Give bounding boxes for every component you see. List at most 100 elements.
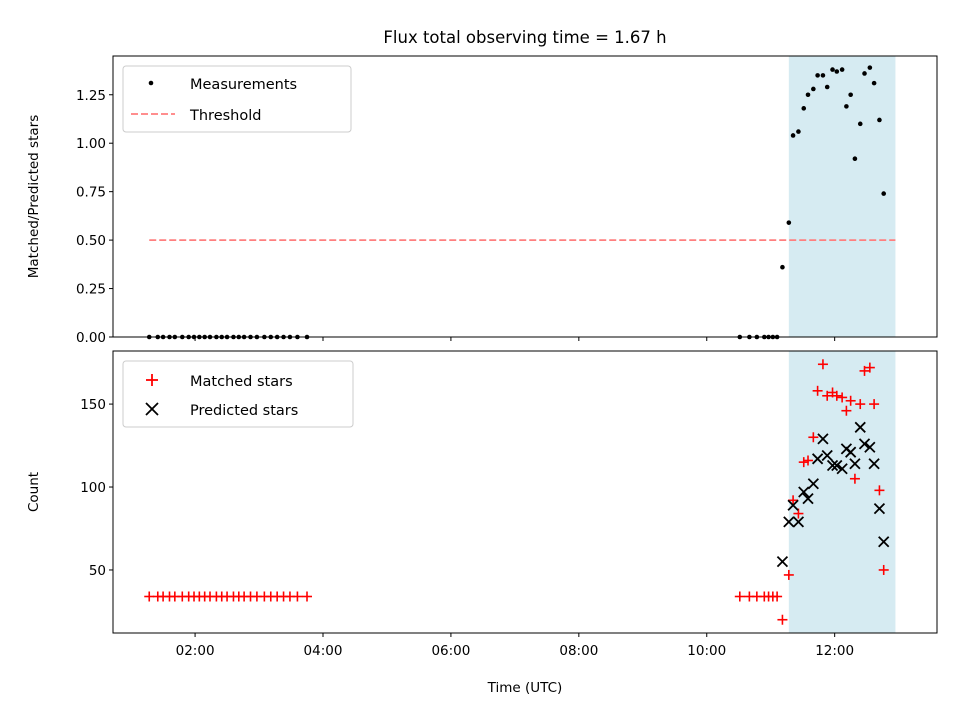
ratio-y-axis-label: Matched/Predicted stars bbox=[26, 115, 42, 278]
ratio-panel: 0.00 0.25 0.50 0.75 1.00 1.25 Matched/Predict… bbox=[26, 55, 938, 346]
ratio-y-ticks: 0.00 0.25 0.50 0.75 1.00 1.25 bbox=[76, 88, 113, 346]
count-y-axis-label: Count bbox=[26, 472, 42, 512]
count-x-ticks: 02:00 04:00 06:00 08:00 10:00 12:00 bbox=[176, 633, 854, 659]
measurement-point bbox=[852, 156, 858, 162]
predicted-star-point bbox=[817, 433, 829, 445]
y-tick-label: 50 bbox=[89, 563, 106, 579]
y-tick-label: 0.00 bbox=[76, 330, 106, 346]
legend-box bbox=[122, 65, 352, 133]
matched-star-point bbox=[144, 591, 155, 602]
predicted-star-point bbox=[783, 516, 795, 528]
predicted-star-point bbox=[787, 499, 799, 511]
matched-star-point bbox=[292, 591, 303, 602]
matched-star-point bbox=[822, 390, 833, 401]
matched-star-point bbox=[772, 591, 783, 602]
predicted-star-point bbox=[864, 441, 876, 453]
measurement-point bbox=[830, 67, 835, 72]
chart-title: Flux total observing time = 1.67 h bbox=[383, 28, 666, 47]
matched-star-point bbox=[734, 591, 745, 602]
matched-star-point bbox=[803, 455, 814, 466]
matched-star-point bbox=[777, 614, 788, 625]
predicted-star-point bbox=[868, 458, 880, 470]
measurement-point bbox=[834, 69, 840, 74]
y-tick-label: 0.75 bbox=[76, 185, 106, 201]
measurement-point bbox=[881, 191, 887, 196]
predicted-star-point bbox=[792, 516, 805, 528]
measurement-point bbox=[815, 73, 820, 78]
y-tick-label: 100 bbox=[80, 480, 106, 496]
y-tick-label: 0.25 bbox=[76, 282, 106, 298]
measurement-point bbox=[820, 73, 826, 78]
matched-star-point bbox=[817, 359, 828, 370]
measurement-point bbox=[862, 71, 867, 76]
ratio-legend: Measurements Threshold bbox=[122, 65, 352, 133]
matched-star-point bbox=[855, 399, 866, 410]
y-tick-label: 0.50 bbox=[76, 233, 106, 249]
predicted-star-point bbox=[807, 478, 819, 490]
measurement-point bbox=[824, 84, 830, 90]
legend-matched-label: Matched stars bbox=[190, 374, 293, 390]
ratio-axes-frame bbox=[112, 55, 938, 338]
matched-star-point bbox=[831, 390, 842, 401]
matched-star-point bbox=[788, 495, 799, 506]
legend-measurements-label: Measurements bbox=[190, 77, 297, 93]
x-tick-label: 02:00 bbox=[176, 643, 215, 659]
legend-predicted-label: Predicted stars bbox=[190, 403, 298, 419]
measurement-point bbox=[786, 220, 792, 225]
x-tick-label: 04:00 bbox=[304, 643, 343, 659]
predicted-star-point bbox=[821, 449, 833, 462]
measurement-point bbox=[844, 104, 849, 109]
matched-star-point bbox=[783, 569, 794, 580]
predicted-star-point bbox=[811, 453, 824, 465]
matched-star-point bbox=[798, 457, 809, 468]
ratio-x-ticks bbox=[194, 337, 836, 341]
count-y-ticks: 50 100 150 bbox=[80, 397, 113, 579]
matched-star-point bbox=[874, 485, 885, 496]
count-x-axis-label: Time (UTC) bbox=[487, 680, 563, 696]
legend-threshold-label: Threshold bbox=[189, 108, 261, 124]
measurement-point bbox=[877, 117, 882, 123]
predicted-star-point bbox=[826, 459, 839, 472]
count-plot-area bbox=[144, 359, 890, 625]
measurement-point bbox=[811, 86, 816, 92]
predicted-star-point bbox=[831, 459, 843, 472]
matched-star-point bbox=[869, 399, 880, 410]
matched-star-point bbox=[859, 365, 870, 376]
predicted-star-point bbox=[858, 438, 871, 450]
measurement-point bbox=[801, 106, 807, 111]
x-tick-label: 12:00 bbox=[815, 643, 854, 659]
count-axes-frame bbox=[112, 350, 938, 634]
matched-star-point bbox=[845, 395, 856, 406]
highlight-span bbox=[788, 56, 896, 337]
measurement-point bbox=[805, 92, 811, 98]
legend-box bbox=[122, 360, 354, 428]
x-tick-label: 10:00 bbox=[687, 643, 726, 659]
legend-matched-marker bbox=[146, 374, 158, 386]
measurement-point bbox=[790, 133, 796, 138]
matched-star-point bbox=[864, 362, 875, 373]
measurement-point bbox=[857, 121, 863, 127]
matched-star-point bbox=[841, 405, 852, 416]
y-tick-label: 1.25 bbox=[76, 88, 106, 104]
predicted-star-point bbox=[854, 421, 866, 433]
matched-star-point bbox=[793, 508, 804, 519]
matched-star-point bbox=[808, 432, 819, 443]
measurement-point bbox=[780, 264, 785, 270]
legend-measurements-marker bbox=[148, 80, 154, 86]
measurement-point bbox=[839, 67, 845, 72]
measurement-point bbox=[867, 65, 873, 70]
count-legend: Matched stars Predicted stars bbox=[122, 360, 354, 428]
y-tick-label: 1.00 bbox=[76, 136, 106, 152]
matched-star-point bbox=[849, 473, 860, 484]
predicted-star-point bbox=[849, 458, 861, 470]
measurement-point bbox=[796, 129, 801, 134]
legend-predicted-marker bbox=[145, 402, 159, 416]
predicted-star-point bbox=[836, 463, 848, 475]
matched-star-point bbox=[302, 591, 313, 602]
predicted-star-point bbox=[798, 486, 810, 498]
matched-star-point bbox=[812, 385, 823, 396]
x-tick-label: 06:00 bbox=[431, 643, 470, 659]
measurement-point bbox=[871, 80, 877, 86]
